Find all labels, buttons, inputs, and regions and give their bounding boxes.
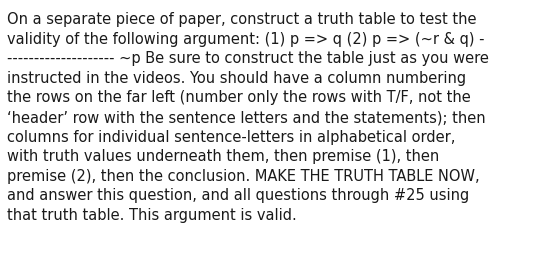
Text: On a separate piece of paper, construct a truth table to test the
validity of th: On a separate piece of paper, construct … bbox=[7, 12, 489, 223]
